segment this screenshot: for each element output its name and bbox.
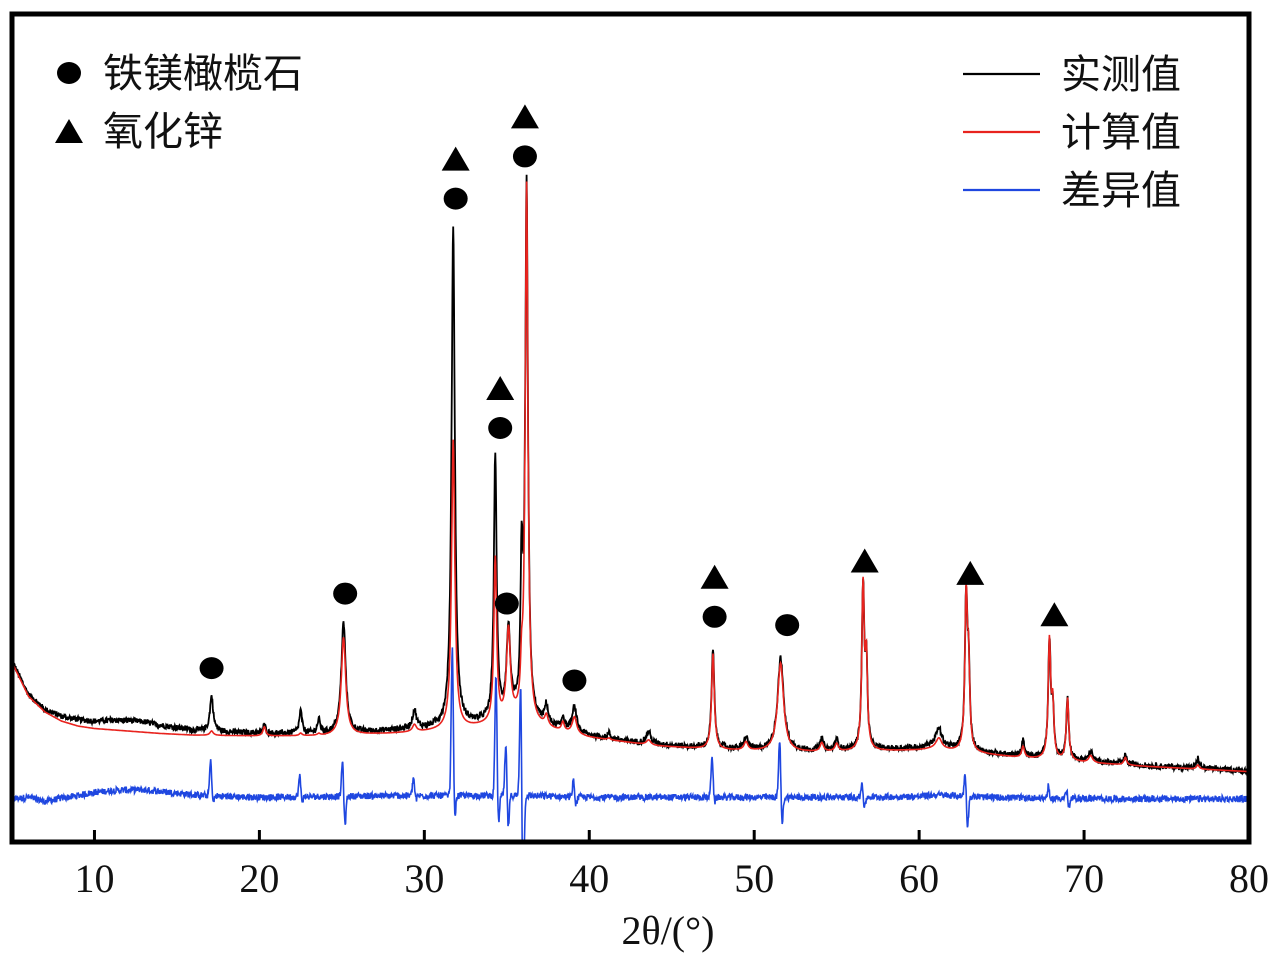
legend-label-1: 计算值 bbox=[1061, 110, 1181, 156]
x-tick-label-80: 80 bbox=[1229, 856, 1269, 901]
x-tick-label-30: 30 bbox=[404, 856, 444, 901]
plot-area bbox=[12, 174, 1249, 842]
zinc-oxide-marker-11 bbox=[1040, 602, 1069, 627]
zinc-oxide-marker-10 bbox=[956, 560, 985, 585]
zinc-oxide-marker-7 bbox=[700, 564, 729, 589]
phase-markers bbox=[199, 104, 1069, 692]
forsterite-marker-6 bbox=[562, 669, 587, 692]
x-axis-title: 2θ/(°) bbox=[622, 908, 715, 953]
x-tick-label-50: 50 bbox=[734, 856, 774, 901]
calculated-series-line bbox=[12, 181, 1249, 773]
forsterite-marker-2 bbox=[443, 187, 468, 210]
plot-frame bbox=[9, 11, 1252, 845]
zinc-oxide-marker-3 bbox=[486, 376, 515, 400]
legend-label-0: 实测值 bbox=[1061, 52, 1181, 98]
legend-triangle-icon bbox=[55, 119, 83, 143]
marker-legend-label-1: 氧化锌 bbox=[103, 109, 223, 155]
zinc-oxide-marker-2 bbox=[441, 146, 470, 171]
x-tick-label-20: 20 bbox=[239, 856, 279, 901]
zinc-oxide-marker-9 bbox=[850, 548, 879, 573]
x-tick-label-40: 40 bbox=[569, 856, 609, 901]
x-tick-label-70: 70 bbox=[1064, 856, 1104, 901]
forsterite-marker-7 bbox=[702, 605, 727, 628]
x-axis-ticks: 10 20 30 40 50 60 70 80 bbox=[74, 830, 1269, 901]
difference-series-line bbox=[12, 647, 1249, 842]
forsterite-marker-0 bbox=[199, 657, 224, 680]
forsterite-marker-3 bbox=[488, 417, 513, 439]
x-tick-label-60: 60 bbox=[899, 856, 939, 901]
forsterite-marker-1 bbox=[333, 582, 358, 605]
x-tick-label-10: 10 bbox=[74, 856, 114, 901]
legend-circle-icon bbox=[57, 62, 81, 84]
observed-series-line bbox=[12, 174, 1249, 777]
legend-label-2: 差异值 bbox=[1061, 168, 1181, 214]
marker-legend-label-0: 铁镁橄榄石 bbox=[103, 51, 303, 97]
forsterite-marker-8 bbox=[775, 614, 800, 637]
zinc-oxide-marker-5 bbox=[510, 104, 539, 129]
forsterite-marker-4 bbox=[494, 592, 519, 615]
forsterite-marker-5 bbox=[512, 145, 537, 168]
